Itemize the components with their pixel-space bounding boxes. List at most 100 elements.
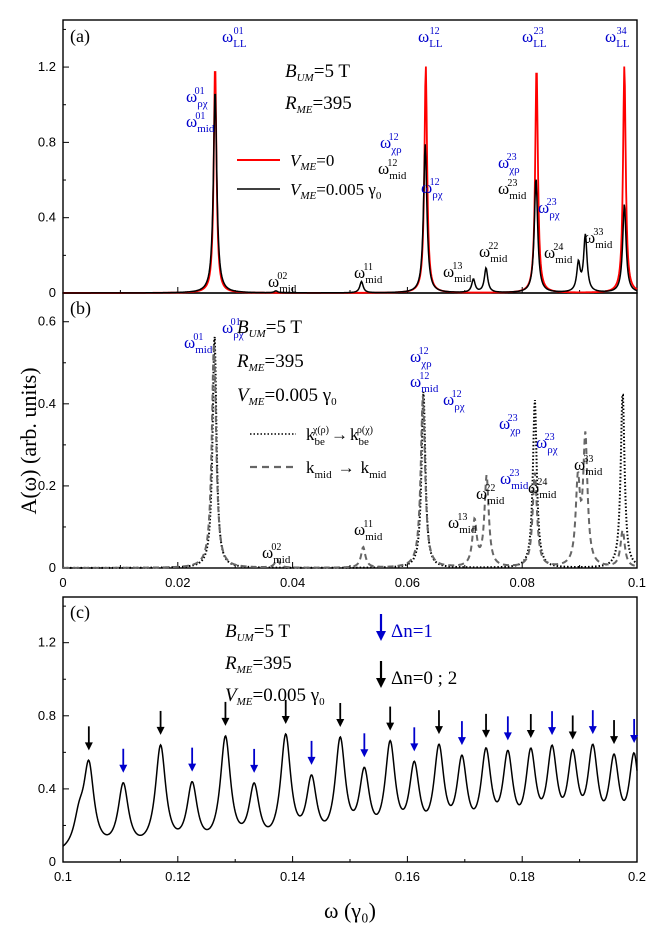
x-tick-label: 0 xyxy=(59,575,66,590)
blue-arrow-icon xyxy=(360,733,369,758)
blue-arrow-icon xyxy=(630,718,639,743)
param-b-um-b: BUM=5 T xyxy=(237,317,302,340)
peak-label-ρχ-23: ωρχ23 xyxy=(536,432,558,456)
peak-label-ρχ-01: ωρχ01 xyxy=(186,86,208,110)
blue-arrow-icon xyxy=(548,711,557,736)
y-tick-label: 0.2 xyxy=(38,478,56,493)
y-tick-label: 0.8 xyxy=(38,134,56,149)
panel-b-plot: 0 0.2 0.4 0.6 0 0.02 0.04 0.06 0.08 0.1 xyxy=(38,314,646,590)
peak-label-mid-23: ωmid23 xyxy=(500,468,529,492)
panel-a-legend: VME=0 VME=0.005 γ0 xyxy=(237,151,382,202)
panel-c-params: BUM=5 T RME=395 VME=0.005 γ0 xyxy=(224,621,325,708)
param-b-um-c: BUM=5 T xyxy=(225,621,290,644)
x-tick-label: 0.1 xyxy=(628,575,646,590)
blue-arrow-icon xyxy=(457,721,466,746)
peak-label-mid-33: ωmid33 xyxy=(574,454,603,478)
peak-label-mid-11: ωmid11 xyxy=(354,519,383,543)
x-tick-label: 0.14 xyxy=(280,869,305,884)
peak-label-χρ-23: ωχρ23 xyxy=(499,413,521,437)
panel-a-params: BUM=5 T RME=395 xyxy=(284,61,352,116)
peak-label-ρχ-23: ωρχ23 xyxy=(538,197,560,221)
black-arrow-icon xyxy=(281,699,290,724)
param-v-me-b: VME=0.005 γ0 xyxy=(237,385,337,408)
param-r-me: RME=395 xyxy=(284,93,352,116)
series-line-a-1 xyxy=(63,93,638,294)
peak-label-mid-01: ωmid01 xyxy=(186,111,215,135)
peak-label-ρχ-12: ωρχ12 xyxy=(443,389,465,413)
blue-arrow-icon xyxy=(588,710,597,735)
panel-b-legend: kbeχ(ρ) → kbeρ(χ) kmid → kmid xyxy=(250,425,387,481)
peak-label-χρ-12: ωχρ12 xyxy=(410,346,432,370)
black-arrow-icon xyxy=(568,715,577,740)
peak-label-mid-13: ωmid13 xyxy=(448,512,477,536)
legend-item-kmid: kmid → kmid xyxy=(306,458,387,481)
series-line-b-1 xyxy=(63,343,638,569)
blue-arrow-icon xyxy=(188,747,197,772)
arrow-legend-black-icon xyxy=(376,661,386,688)
peak-label-mid-01: ωmid01 xyxy=(184,332,213,356)
blue-arrow-icon xyxy=(503,716,512,741)
black-arrow-icon xyxy=(156,710,165,735)
peak-label-LL-34: ωLL34 xyxy=(605,26,630,50)
panel-b-params: BUM=5 T RME=395 VME=0.005 γ0 xyxy=(236,317,337,408)
y-tick-label: 0.6 xyxy=(38,314,56,329)
peak-label-ρχ-12: ωρχ12 xyxy=(421,177,443,201)
x-axis-title: ω (γ₀) xyxy=(324,898,376,923)
black-arrow-icon xyxy=(221,701,230,726)
y-tick-label: 0.4 xyxy=(38,781,56,796)
y-tick-label: 1.2 xyxy=(38,59,56,74)
panel-b-label: (b) xyxy=(70,298,91,319)
blue-arrow-icon xyxy=(307,740,316,765)
peak-label-mid-02: ωmid02 xyxy=(268,271,297,295)
peak-label-mid-24: ωmid24 xyxy=(528,477,557,501)
param-v-me-c: VME=0.005 γ0 xyxy=(225,685,325,708)
panel-c-plot: 0 0.4 0.8 1.2 0.1 0.12 0.14 0.16 0.18 0.2 xyxy=(38,605,646,884)
panel-a-plot: 0 0.4 0.8 1.2 xyxy=(38,28,638,300)
x-tick-label: 0.04 xyxy=(280,575,305,590)
y-tick-label: 0.4 xyxy=(38,396,56,411)
black-arrow-icon xyxy=(336,702,345,727)
blue-arrow-icon xyxy=(410,727,419,752)
legend-item-kbe: kbeχ(ρ) → kbeρ(χ) xyxy=(306,425,373,448)
x-tick-label: 0.08 xyxy=(510,575,535,590)
peak-label-χρ-23: ωχρ23 xyxy=(498,152,520,176)
arrow-legend-blue-icon xyxy=(376,614,386,641)
x-tick-label: 0.02 xyxy=(165,575,190,590)
peak-label-mid-02: ωmid02 xyxy=(262,542,291,566)
x-tick-label: 0.2 xyxy=(628,869,646,884)
y-tick-label: 0 xyxy=(49,285,56,300)
param-r-me-c: RME=395 xyxy=(224,653,292,676)
peak-label-mid-33: ωmid33 xyxy=(584,227,613,251)
peak-label-LL-12: ωLL12 xyxy=(418,26,443,50)
y-tick-label: 0 xyxy=(49,854,56,869)
y-axis-title: A(ω) (arb. units) xyxy=(16,367,41,514)
param-b-um: BUM=5 T xyxy=(285,61,350,84)
peak-label-mid-23: ωmid23 xyxy=(498,178,527,202)
y-tick-label: 1.2 xyxy=(38,635,56,650)
panel-a-label: (a) xyxy=(70,26,90,47)
blue-arrow-icon xyxy=(250,748,259,773)
legend-item-vme-0: VME=0 xyxy=(290,151,334,173)
legend-item-vme-0005: VME=0.005 γ0 xyxy=(290,180,382,202)
peak-label-mid-24: ωmid24 xyxy=(544,242,573,266)
peak-label-mid-22: ωmid22 xyxy=(479,241,508,265)
y-tick-label: 0 xyxy=(49,560,56,575)
y-tick-label: 0.4 xyxy=(38,210,56,225)
x-tick-label: 0.1 xyxy=(54,869,72,884)
arrow-legend-dn1: Δn=1 xyxy=(391,621,433,642)
peak-label-LL-23: ωLL23 xyxy=(522,26,547,50)
peak-label-mid-12: ωmid12 xyxy=(410,371,439,395)
peak-label-mid-11: ωmid11 xyxy=(354,262,383,286)
y-tick-label: 0.8 xyxy=(38,708,56,723)
black-arrow-icon xyxy=(434,710,443,735)
peak-label-mid-13: ωmid13 xyxy=(443,261,472,285)
black-arrow-icon xyxy=(482,713,491,738)
peak-label-mid-12: ωmid12 xyxy=(378,158,407,182)
panel-c-arrow-legend: Δn=1 Δn=0 ; 2 xyxy=(376,614,457,689)
blue-arrow-icon xyxy=(119,748,128,773)
black-arrow-icon xyxy=(610,720,619,745)
arrow-legend-dn02: Δn=0 ; 2 xyxy=(391,668,457,689)
peak-label-mid-22: ωmid22 xyxy=(476,483,505,507)
x-tick-label: 0.12 xyxy=(165,869,190,884)
